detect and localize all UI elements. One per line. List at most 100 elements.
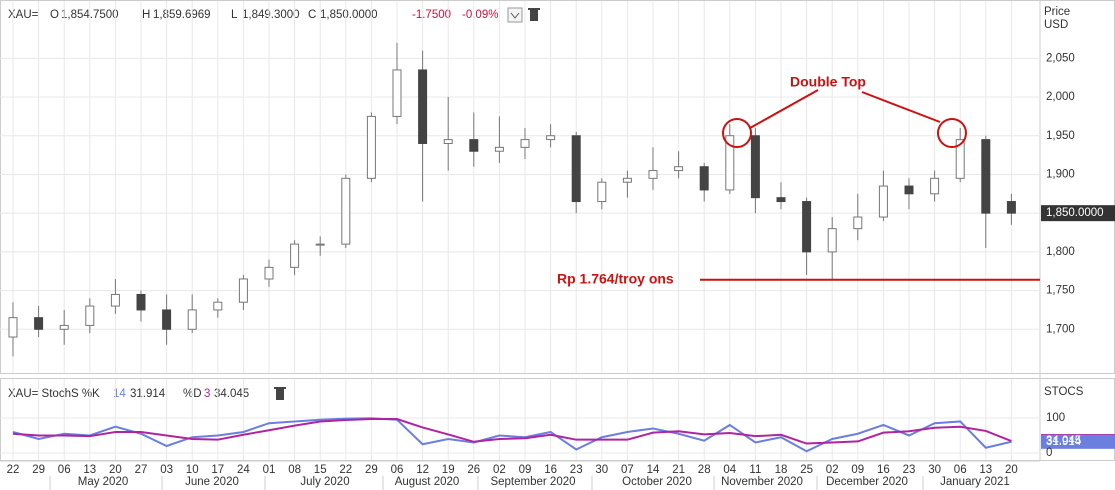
candle-body	[392, 69, 402, 117]
x-tick-label: 26	[467, 464, 480, 476]
delete-button[interactable]	[274, 387, 286, 400]
value-badge-label: 34.045	[1046, 435, 1081, 447]
change-pct: -0.09%	[462, 9, 498, 21]
x-tick-label: 02	[826, 464, 839, 476]
x-tick-label: 16	[544, 464, 557, 476]
x-tick-label: 01	[263, 464, 276, 476]
low-value: 1,849.3000	[242, 9, 300, 21]
y-tick-label: 2,000	[1046, 91, 1075, 103]
x-tick-label: 16	[877, 464, 890, 476]
candle-body	[827, 228, 837, 253]
candle-body	[85, 305, 95, 326]
month-label: November 2020	[721, 476, 803, 488]
candle-body	[443, 139, 453, 144]
last-price-badge	[1041, 205, 1115, 222]
dropdown-icon	[510, 12, 520, 19]
x-tick-label: 19	[442, 464, 455, 476]
candle-body	[213, 301, 223, 311]
x-tick-label: 29	[365, 464, 378, 476]
k-value: 31.914	[130, 388, 166, 400]
x-tick-label: 29	[32, 464, 45, 476]
candle-body	[110, 293, 120, 307]
candle-body	[341, 177, 351, 245]
candle-body	[520, 139, 530, 148]
candle-body	[315, 243, 325, 246]
candle-body	[981, 139, 991, 214]
delete-button[interactable]	[528, 8, 540, 21]
x-tick-label: 24	[237, 464, 250, 476]
candle-body	[725, 135, 735, 191]
high-label: H	[142, 9, 150, 21]
candle-body	[674, 166, 684, 172]
d-period: 3	[204, 388, 210, 400]
candle-body	[366, 115, 376, 179]
candle-body	[776, 197, 786, 203]
month-label: July 2020	[300, 476, 349, 488]
stoch-symbol: XAU= StochS %K	[8, 388, 100, 400]
candle-body	[904, 185, 914, 195]
y-tick-label: 0	[1046, 447, 1052, 459]
candle-body	[622, 177, 632, 183]
y-tick-label: 1,900	[1046, 168, 1075, 180]
marks	[8, 42, 1115, 453]
candle-body	[597, 181, 607, 203]
month-label: June 2020	[185, 476, 239, 488]
x-tick-label: 06	[954, 464, 967, 476]
y-tick-label: 2,050	[1046, 52, 1075, 64]
candle-body	[264, 266, 274, 280]
symbol: XAU=	[8, 9, 39, 21]
candle-body	[136, 293, 146, 311]
pointer-line	[749, 89, 819, 129]
candle-body	[571, 135, 581, 203]
k-period: 14	[113, 388, 126, 400]
x-tick-label: 25	[800, 464, 813, 476]
x-tick-label: 18	[775, 464, 788, 476]
stoch-header: XAU= StochS %K 14 31.914 %D 3 34.045	[8, 387, 286, 400]
month-label: September 2020	[490, 476, 575, 488]
x-tick-label: 06	[58, 464, 71, 476]
candle-body	[238, 278, 248, 303]
x-tick-label: 21	[672, 464, 685, 476]
candle-body	[34, 317, 44, 330]
candle-body	[878, 185, 888, 218]
double-top-label: Double Top	[790, 74, 866, 90]
x-tick-label: 07	[621, 464, 634, 476]
month-label: August 2020	[395, 476, 460, 488]
x-tick-label: 15	[314, 464, 327, 476]
d-value: 34.045	[214, 388, 249, 400]
stoch-line	[12, 417, 1012, 453]
value-badge	[1041, 434, 1115, 449]
x-tick-label: 09	[519, 464, 532, 476]
grid	[0, 1, 1040, 490]
x-tick-label: 20	[1005, 464, 1018, 476]
value-badge-label: 31.914	[1046, 436, 1082, 448]
x-tick-label: 13	[979, 464, 992, 476]
candle-body	[8, 317, 18, 338]
x-tick-label: 06	[391, 464, 404, 476]
y-tick-label: 1,800	[1046, 246, 1075, 258]
stoch-line	[12, 418, 1012, 445]
candle-body	[418, 69, 428, 144]
stoch-panel	[0, 378, 1115, 461]
candle-body	[469, 139, 479, 152]
change-value: -1.7500	[412, 9, 451, 21]
x-tick-label: 27	[135, 464, 148, 476]
x-tick-label: 08	[288, 464, 301, 476]
x-tick-label: 09	[851, 464, 864, 476]
y-tick-label: 1,950	[1046, 130, 1075, 142]
dropdown-button[interactable]	[507, 7, 523, 23]
y-tick-label: 1,700	[1046, 323, 1075, 335]
last-price-label: 1,850.0000	[1046, 207, 1104, 219]
candle-body	[699, 166, 709, 191]
x-tick-label: 22	[7, 464, 20, 476]
x-tick-label: 10	[186, 464, 199, 476]
candle-body	[187, 309, 197, 330]
low-label: L	[231, 9, 238, 21]
x-tick-label: 30	[928, 464, 941, 476]
x-tick-label: 23	[570, 464, 583, 476]
candle-body	[648, 170, 658, 179]
x-tick-label: 02	[493, 464, 506, 476]
x-tick-label: 03	[160, 464, 173, 476]
